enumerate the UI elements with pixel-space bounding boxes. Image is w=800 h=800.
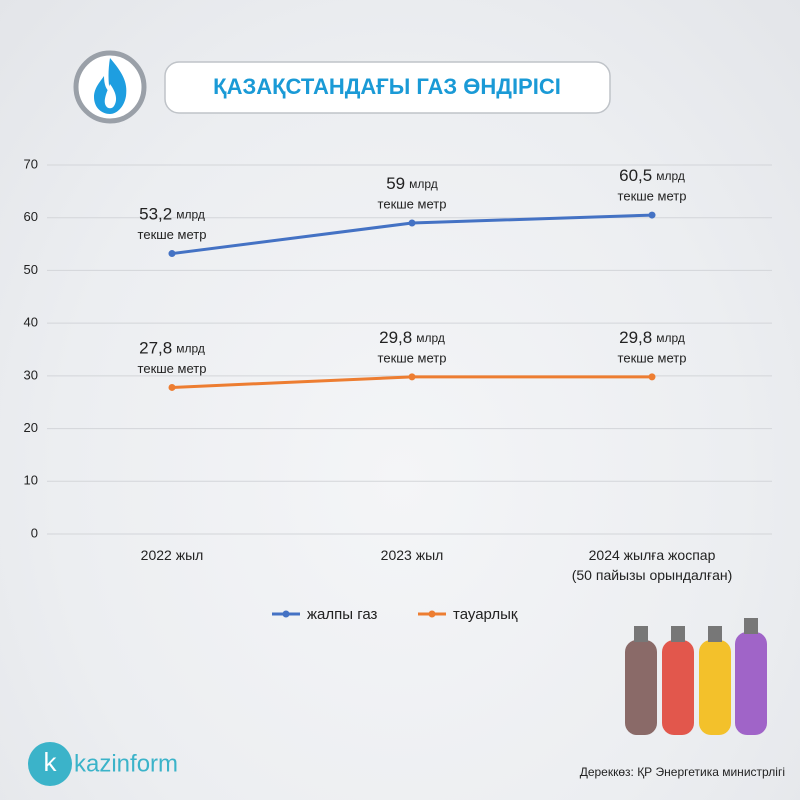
value-number: 53,2 <box>139 205 172 224</box>
brand-letter: k <box>44 747 58 777</box>
y-tick-label: 10 <box>24 473 38 488</box>
value-number: 60,5 <box>619 167 652 186</box>
value-unit: текше метр <box>378 350 447 365</box>
value-unit: млрд <box>656 169 685 183</box>
point <box>168 383 176 391</box>
title-box <box>164 61 611 114</box>
value-unit: текше метр <box>618 189 687 204</box>
value-unit: текше метр <box>618 350 687 365</box>
y-tick-label: 70 <box>24 156 38 171</box>
point <box>648 373 656 381</box>
value-unit: млрд <box>176 208 205 222</box>
brand-name: kazinform <box>74 750 178 777</box>
chart-title: ҚАЗАҚСТАНДАҒЫ ГАЗ ӨНДІРІСІ <box>213 74 561 99</box>
value-unit: текше метр <box>138 361 207 376</box>
value-unit: текше метр <box>138 227 207 242</box>
point <box>168 250 176 258</box>
value-label: 29,8 млрд <box>379 328 445 347</box>
value-unit: текше метр <box>378 196 447 211</box>
value-unit: млрд <box>409 177 438 191</box>
value-unit: млрд <box>176 342 205 356</box>
legend-label: жалпы газ <box>307 606 378 623</box>
value-label: 60,5 млрд <box>619 167 685 186</box>
value-number: 59 <box>386 174 405 193</box>
logo-icon <box>73 50 147 124</box>
value-unit: млрд <box>416 331 445 345</box>
cylinders <box>625 618 767 735</box>
x-tick-label: 2023 жыл <box>380 547 444 563</box>
value-label: 29,8 млрд <box>619 328 685 347</box>
point <box>408 219 416 227</box>
y-tick-label: 60 <box>24 209 38 224</box>
value-number: 27,8 <box>139 339 172 358</box>
value-label: 53,2 млрд <box>139 205 205 224</box>
legend-label: тауарлық <box>453 606 518 623</box>
value-number: 29,8 <box>379 328 412 347</box>
point <box>648 211 656 219</box>
value-unit: млрд <box>656 331 685 345</box>
y-tick-label: 0 <box>31 525 38 540</box>
x-tick-label: 2022 жыл <box>140 547 204 563</box>
legend-swatch-dot <box>282 610 290 618</box>
value-label: 27,8 млрд <box>139 339 205 358</box>
value-number: 29,8 <box>619 328 652 347</box>
legend-swatch-dot <box>428 610 436 618</box>
y-tick-label: 20 <box>24 420 38 435</box>
point <box>408 373 416 381</box>
source: Дереккөз: ҚР Энергетика министрлігі <box>580 765 785 779</box>
brand-icon <box>28 742 72 786</box>
y-tick-label: 30 <box>24 367 38 382</box>
value-label: 59 млрд <box>386 174 438 193</box>
y-tick-label: 40 <box>24 315 38 330</box>
y-tick-label: 50 <box>24 262 38 277</box>
x-tick-label: 2024 жылға жоспар (50 пайызы орындалған) <box>571 547 733 583</box>
